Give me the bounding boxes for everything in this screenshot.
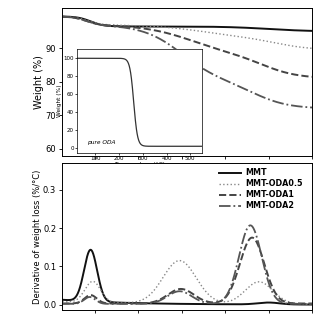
MMT xyxy=(60,298,64,302)
MMT-ODA0.5 xyxy=(178,259,181,262)
MMT-ODA0.5 xyxy=(175,259,179,263)
MMT-ODA0.5 xyxy=(257,280,261,284)
MMT xyxy=(310,303,314,307)
MMT-ODA0.5 xyxy=(303,302,307,306)
MMT-ODA0.5 xyxy=(73,299,77,302)
MMT-ODA2 xyxy=(303,302,307,306)
MMT-ODA1 xyxy=(182,287,186,291)
MMT-ODA2 xyxy=(175,290,179,293)
MMT xyxy=(73,296,77,300)
MMT xyxy=(303,303,307,307)
Line: MMT-ODA0.5: MMT-ODA0.5 xyxy=(62,260,312,304)
Line: MMT: MMT xyxy=(62,250,312,305)
MMT-ODA1 xyxy=(175,288,179,292)
MMT-ODA0.5 xyxy=(310,302,314,306)
MMT-ODA2 xyxy=(310,302,314,306)
Legend: MMT, MMT-ODA0.5, MMT-ODA1, MMT-ODA2: MMT, MMT-ODA0.5, MMT-ODA1, MMT-ODA2 xyxy=(219,168,303,211)
MMT-ODA1 xyxy=(250,236,254,240)
MMT-ODA1 xyxy=(257,246,261,250)
MMT-ODA1 xyxy=(303,301,307,305)
MMT-ODA2 xyxy=(60,302,64,306)
Y-axis label: Derivative of weight loss (%/°C): Derivative of weight loss (%/°C) xyxy=(33,170,42,304)
MMT-ODA0.5 xyxy=(303,302,307,306)
MMT-ODA0.5 xyxy=(182,260,186,264)
MMT xyxy=(257,301,261,305)
MMT-ODA1 xyxy=(73,301,77,305)
MMT-ODA2 xyxy=(182,290,186,294)
MMT xyxy=(303,303,307,307)
Line: MMT-ODA1: MMT-ODA1 xyxy=(62,238,312,303)
MMT xyxy=(175,302,179,306)
MMT-ODA2 xyxy=(248,223,252,227)
MMT-ODA2 xyxy=(73,302,77,306)
MMT-ODA1 xyxy=(60,301,64,305)
Y-axis label: Weight (%): Weight (%) xyxy=(34,55,44,109)
MMT xyxy=(182,302,186,306)
MMT-ODA1 xyxy=(310,301,314,305)
Line: MMT-ODA2: MMT-ODA2 xyxy=(62,225,312,304)
MMT-ODA2 xyxy=(257,244,261,247)
MMT-ODA1 xyxy=(303,301,307,305)
MMT xyxy=(89,248,92,252)
MMT-ODA0.5 xyxy=(60,300,64,304)
MMT-ODA2 xyxy=(303,302,307,306)
